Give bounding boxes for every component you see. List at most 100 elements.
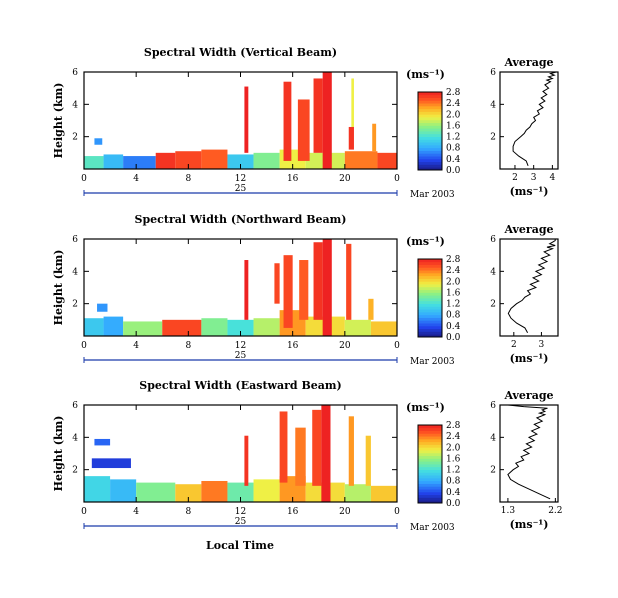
x-tick-label: 8 xyxy=(185,507,191,517)
colorbar-segment xyxy=(418,111,442,115)
colorbar-segment xyxy=(418,114,442,118)
colorbar-segment xyxy=(418,472,442,476)
average-title: Average xyxy=(503,223,553,236)
colorbar-tick-label: 2.8 xyxy=(446,255,461,265)
colorbar-segment xyxy=(418,430,442,434)
colorbar-segment xyxy=(418,433,442,437)
average-y-tick-label: 6 xyxy=(490,401,496,411)
heatmap-cell xyxy=(201,480,228,502)
colorbar-segment xyxy=(418,494,442,498)
heatmap-cell xyxy=(244,86,249,153)
y-tick-label: 6 xyxy=(72,68,78,78)
panel-2: Spectral Width (Eastward Beam)0 4 8 12 16 20 0… xyxy=(52,379,563,533)
heatmap-cell xyxy=(370,321,397,336)
colorbar-segment xyxy=(418,425,442,429)
heatmap-cell xyxy=(123,156,156,169)
heatmap-cell xyxy=(377,152,397,169)
x-tick-label: 16 xyxy=(287,507,299,517)
x-tick-label: 12 xyxy=(235,174,246,184)
average-unit: (ms⁻¹) xyxy=(510,352,549,365)
colorbar-segment xyxy=(418,158,442,163)
heatmap-cell xyxy=(365,435,371,486)
average-frame xyxy=(499,71,559,170)
colorbar-segment xyxy=(418,320,442,324)
colorbar-segment xyxy=(418,264,442,268)
heatmap-cell xyxy=(94,138,103,145)
average-x-tick-label: 4 xyxy=(550,173,556,183)
heatmap-cell xyxy=(97,303,108,312)
heatmap-cell xyxy=(313,242,323,320)
colorbar-segment xyxy=(418,105,442,110)
colorbar-segment xyxy=(418,259,442,263)
colorbar-segment xyxy=(418,475,442,479)
colorbar-tick-label: 1.6 xyxy=(446,121,461,131)
colorbar-segment xyxy=(418,483,442,487)
colorbar-tick-label: 1.2 xyxy=(446,466,460,476)
colorbar-segment xyxy=(418,122,442,126)
colorbar-segment xyxy=(418,306,442,310)
heatmap-cell xyxy=(295,427,306,486)
colorbar-segment xyxy=(418,286,442,291)
x-tick-label: 0 xyxy=(81,507,87,517)
x-tick-label: 20 xyxy=(339,174,351,184)
heatmap-cell xyxy=(227,154,254,169)
y-tick-label: 2 xyxy=(72,300,78,310)
average-x-tick-label: 3 xyxy=(539,340,545,350)
x-tick-label: 20 xyxy=(339,507,351,517)
colorbar-segment xyxy=(418,131,442,135)
colorbar-segment xyxy=(418,267,442,271)
x-tick-label: 16 xyxy=(287,174,299,184)
average-y-tick-label: 2 xyxy=(490,466,496,476)
colorbar-segment xyxy=(418,323,442,327)
heatmap-cell xyxy=(244,435,249,486)
heatmap-cell xyxy=(299,260,309,320)
colorbar-segment xyxy=(418,164,442,168)
colorbar-segment xyxy=(418,144,442,149)
colorbar-tick-label: 0.4 xyxy=(446,155,461,165)
colorbar-segment xyxy=(418,278,442,282)
heatmap-cell xyxy=(91,458,131,469)
colorbar-segment xyxy=(418,272,442,277)
average-title: Average xyxy=(503,389,553,402)
heatmap-cell xyxy=(84,476,111,502)
day-label: 25 xyxy=(235,517,247,527)
colorbar-segment xyxy=(418,167,442,171)
colorbar-segment xyxy=(418,486,442,490)
colorbar-segment xyxy=(418,500,442,504)
colorbar-segment xyxy=(418,427,442,431)
heatmap-cell xyxy=(372,123,377,152)
average-frame xyxy=(499,404,559,503)
colorbar-tick-label: 2.8 xyxy=(446,421,461,431)
heatmap-cell xyxy=(283,81,292,161)
colorbar-tick-label: 0.4 xyxy=(446,488,461,498)
colorbar-segment xyxy=(418,142,442,146)
heatmap-cell xyxy=(155,152,176,169)
colorbar-segment xyxy=(418,469,442,473)
colorbar-frame xyxy=(417,91,443,171)
colorbar-segment xyxy=(418,147,442,151)
heatmap-cell xyxy=(279,411,288,483)
colorbar-segment xyxy=(418,311,442,316)
colorbar-segment xyxy=(418,284,442,288)
heatmap-cell xyxy=(322,72,332,169)
colorbar-segment xyxy=(418,156,442,160)
x-tick-label: 4 xyxy=(133,507,139,517)
average-x-tick-label: 2.2 xyxy=(548,506,562,516)
colorbar-segment xyxy=(418,119,442,124)
y-tick-label: 2 xyxy=(72,133,78,143)
y-tick-label: 4 xyxy=(72,433,78,443)
colorbar-tick-label: 0.4 xyxy=(446,322,461,332)
average-unit: (ms⁻¹) xyxy=(510,518,549,531)
heatmap-cell xyxy=(344,151,378,169)
heatmap-cell xyxy=(84,156,104,169)
average-x-tick-label: 1.3 xyxy=(501,506,516,516)
colorbar-segment xyxy=(418,334,442,338)
average-x-tick-label: 2 xyxy=(512,173,518,183)
heatmap-cell xyxy=(344,319,371,336)
colorbar-segment xyxy=(418,270,442,274)
colorbar-segment xyxy=(418,438,442,443)
heatmap-cell xyxy=(274,263,280,304)
colorbar-segment xyxy=(418,441,442,445)
colorbar-segment xyxy=(418,300,442,304)
chart-title: Spectral Width (Northward Beam) xyxy=(135,213,347,226)
